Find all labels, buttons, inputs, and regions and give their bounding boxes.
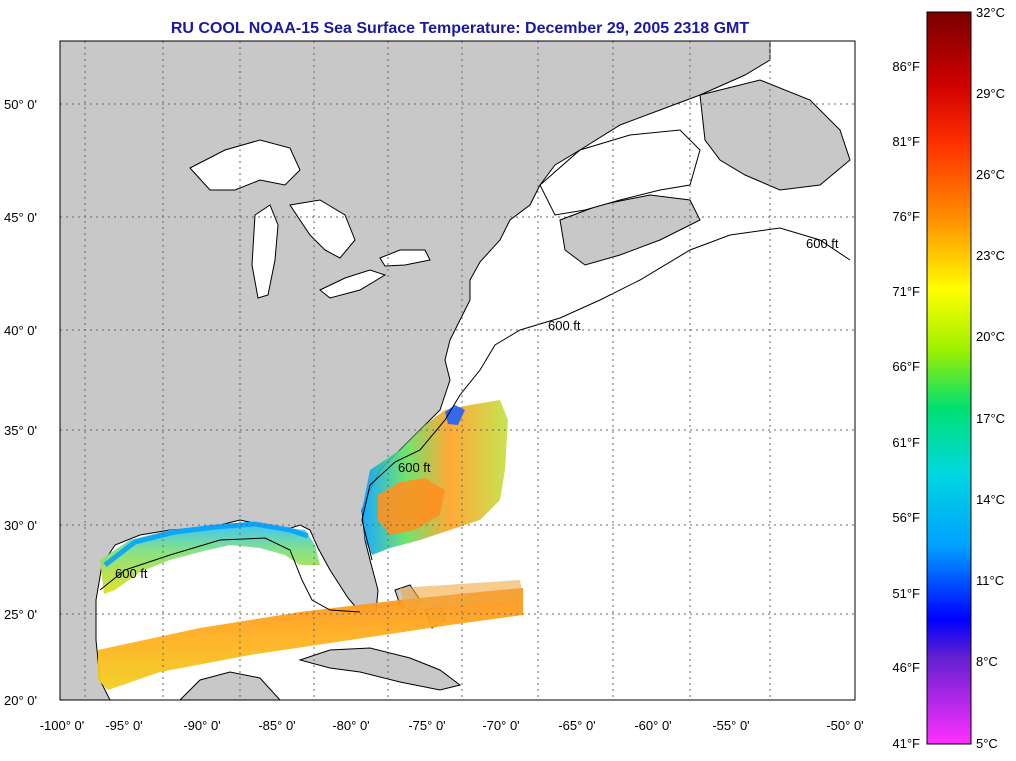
latitude-labels: 50° 0' 45° 0' 40° 0' 35° 0' 30° 0' 25° 0…: [4, 97, 37, 708]
colorbar-c-label: 11°C: [976, 573, 1004, 588]
land-cuba: [298, 647, 462, 691]
lat-label: 20° 0': [4, 693, 37, 708]
colorbar-f-label: 46°F: [892, 660, 920, 675]
grid: [60, 41, 855, 700]
sst-gulf-coastal-edge: [103, 521, 309, 567]
lat-label: 35° 0': [4, 423, 37, 438]
isobath-label-northeast: 600 ft: [548, 318, 581, 333]
lon-label: -80° 0': [332, 718, 369, 733]
land-yucatan: [179, 671, 281, 700]
colorbar-f-label: 61°F: [892, 435, 920, 450]
lake-ontario: [379, 249, 431, 267]
colorbar-c-label: 20°C: [976, 329, 1005, 344]
lon-label: -60° 0': [634, 718, 671, 733]
colorbar-f-label: 76°F: [892, 209, 920, 224]
lon-label: -50° 0': [826, 718, 863, 733]
longitude-labels: -100° 0' -95° 0' -90° 0' -85° 0' -80° 0'…: [40, 718, 864, 733]
lon-label: -85° 0': [258, 718, 295, 733]
lat-label: 40° 0': [4, 323, 37, 338]
sst-hatteras-cold: [445, 405, 465, 425]
colorbar-c-label: 26°C: [976, 167, 1005, 182]
lake-erie: [319, 269, 387, 299]
lat-label: 50° 0': [4, 97, 37, 112]
colorbar-fahrenheit-labels: 86°F 81°F 76°F 71°F 66°F 61°F 56°F 51°F …: [892, 59, 920, 751]
colorbar-f-label: 66°F: [892, 359, 920, 374]
lat-label: 45° 0': [4, 210, 37, 225]
land-newfoundland: [699, 79, 851, 191]
sst-atlantic-warm-core: [378, 478, 445, 535]
lon-label: -90° 0': [183, 718, 220, 733]
colorbar-f-label: 41°F: [892, 736, 920, 751]
colorbar: [926, 11, 972, 745]
colorbar-c-label: 14°C: [976, 492, 1005, 507]
colorbar-f-label: 81°F: [892, 134, 920, 149]
lake-superior: [189, 139, 301, 191]
sst-gulf-coastal-swath: [100, 522, 320, 594]
colorbar-f-label: 86°F: [892, 59, 920, 74]
isobath-label-gulf: 600 ft: [115, 566, 148, 581]
colorbar-celsius-labels: 32°C 29°C 26°C 23°C 20°C 17°C 14°C 11°C …: [976, 5, 1005, 751]
colorbar-c-label: 32°C: [976, 5, 1005, 20]
lon-label: -55° 0': [712, 718, 749, 733]
isobath-label-grand-banks: 600 ft: [806, 236, 839, 251]
colorbar-f-label: 71°F: [892, 284, 920, 299]
colorbar-c-label: 23°C: [976, 248, 1005, 263]
lake-michigan: [251, 204, 279, 299]
colorbar-f-label: 51°F: [892, 586, 920, 601]
isobath-label-atlantic: 600 ft: [398, 460, 431, 475]
lon-label: -75° 0': [408, 718, 445, 733]
colorbar-c-label: 8°C: [976, 654, 998, 669]
map-title: RU COOL NOAA-15 Sea Surface Temperature:…: [170, 20, 750, 37]
colorbar-c-label: 5°C: [976, 736, 998, 751]
lake-huron: [289, 199, 356, 259]
colorbar-f-label: 56°F: [892, 510, 920, 525]
lon-label: -100° 0': [40, 718, 85, 733]
lat-label: 25° 0': [4, 607, 37, 622]
land-nova-scotia: [559, 194, 701, 266]
colorbar-c-label: 17°C: [976, 411, 1005, 426]
colorbar-c-label: 29°C: [976, 86, 1005, 101]
lon-label: -95° 0': [105, 718, 142, 733]
isobath-600ft-line: [99, 227, 851, 613]
lon-label: -65° 0': [558, 718, 595, 733]
lat-label: 30° 0': [4, 518, 37, 533]
sst-gulf-strip: [98, 588, 523, 690]
lon-label: -70° 0': [482, 718, 519, 733]
